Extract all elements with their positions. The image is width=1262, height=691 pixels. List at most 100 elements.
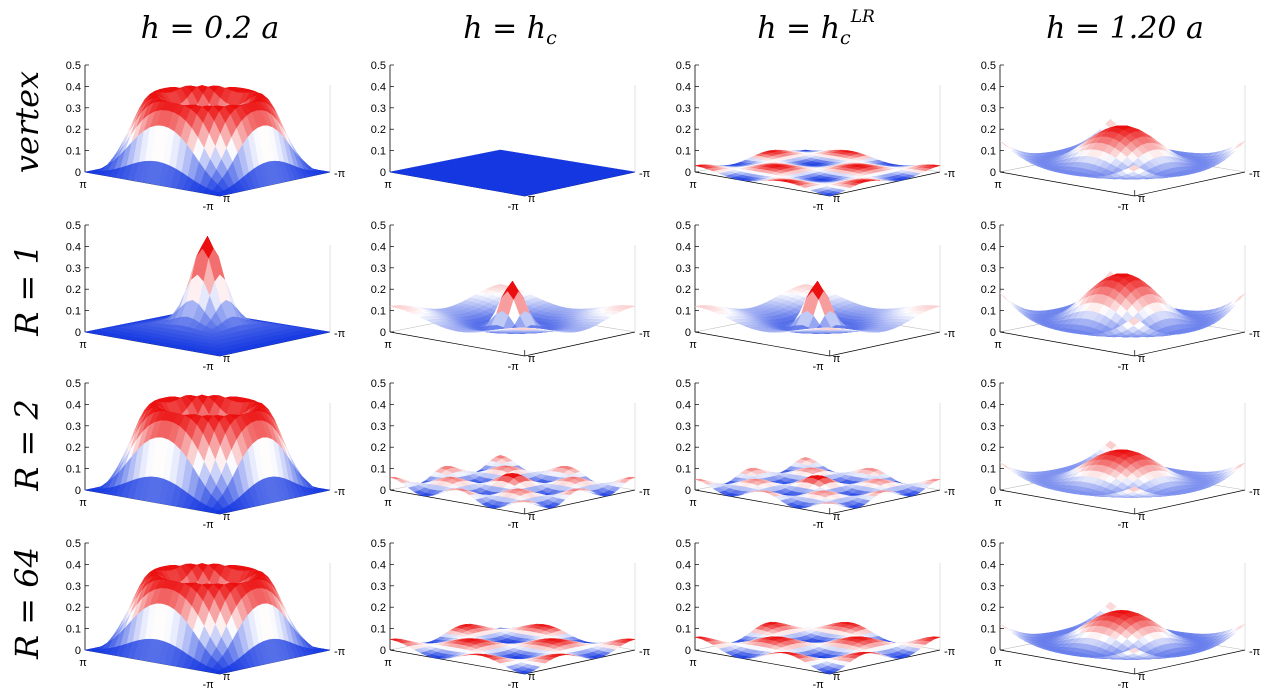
- axis-label-left: π: [79, 179, 87, 191]
- surface: [84, 85, 331, 197]
- axis-label-front-left: -π: [1117, 361, 1129, 373]
- z-tick-label: 0.3: [981, 263, 996, 275]
- z-tick-label: 0: [75, 327, 81, 339]
- panel-r2-c3: 00.10.20.30.40.5π-π-ππ: [676, 220, 956, 373]
- axis-label-right: -π: [639, 328, 651, 340]
- base-edge: [829, 331, 941, 357]
- z-tick-label: 0: [380, 167, 386, 179]
- axis-label-left: π: [384, 339, 392, 351]
- axis-label-right: -π: [334, 328, 346, 340]
- surface: [694, 149, 941, 197]
- z-tick-label: 0.4: [66, 399, 81, 411]
- z-tick-label: 0.5: [676, 60, 691, 72]
- z-tick-label: 0.1: [66, 306, 81, 318]
- panel-r3-c1: 00.10.20.30.40.5π-π-ππ: [66, 378, 346, 531]
- column-title-4: h = 1.20 a: [1046, 11, 1204, 46]
- base-edge: [694, 331, 830, 357]
- z-tick-label: 0.3: [676, 263, 691, 275]
- panel-r3-c2: 00.10.20.30.40.5π-π-ππ: [371, 378, 651, 531]
- z-tick-label: 0.4: [371, 399, 386, 411]
- panel-r1-c2: 00.10.20.30.40.5π-π-ππ: [371, 60, 651, 213]
- axis-label-right: -π: [1249, 168, 1261, 180]
- z-tick-label: 0.3: [66, 103, 81, 115]
- axis-label-right: -π: [334, 486, 346, 498]
- axis-label-front-right: π: [528, 353, 536, 365]
- axis-label-front-right: π: [528, 511, 536, 523]
- axis-label-front-left: -π: [1117, 201, 1129, 213]
- axis-label-left: π: [79, 339, 87, 351]
- axis-label-right: -π: [639, 168, 651, 180]
- axis-label-left: π: [689, 179, 697, 191]
- z-tick-label: 0.4: [66, 241, 81, 253]
- axis-label-front-left: -π: [507, 519, 519, 531]
- row-label-1: vertex: [8, 71, 46, 173]
- z-tick-label: 0.1: [981, 306, 996, 318]
- axis-label-left: π: [384, 497, 392, 509]
- z-tick-label: 0.1: [66, 464, 81, 476]
- z-tick-label: 0: [685, 167, 691, 179]
- base-edge: [389, 331, 525, 357]
- z-tick-label: 0.2: [66, 124, 81, 136]
- axis-label-front-left: -π: [507, 201, 519, 213]
- z-tick-label: 0: [75, 167, 81, 179]
- z-tick-label: 0.2: [676, 284, 691, 296]
- axis-label-front-left: -π: [202, 361, 214, 373]
- z-tick-label: 0.4: [981, 81, 996, 93]
- z-tick-label: 0.2: [66, 442, 81, 454]
- surface-cell: [1233, 292, 1246, 305]
- row-label-4: R = 64: [8, 547, 46, 660]
- z-tick-label: 0: [990, 327, 996, 339]
- row-label-3: R = 2: [8, 399, 46, 492]
- surface: [389, 454, 636, 509]
- row-labels: vertex R = 1 R = 2 R = 64: [8, 71, 46, 660]
- z-tick-label: 0.5: [66, 60, 81, 72]
- base-edge: [524, 331, 636, 357]
- z-tick-label: 0.1: [981, 146, 996, 158]
- z-tick-label: 0.4: [676, 81, 691, 93]
- surface: [84, 235, 331, 357]
- axis-label-right: -π: [944, 168, 956, 180]
- axis-label-right: -π: [639, 486, 651, 498]
- axis-label-left: π: [994, 339, 1002, 351]
- column-title-1: h = 0.2 a: [141, 11, 280, 46]
- surface: [389, 149, 636, 197]
- axis-label-left: π: [384, 179, 392, 191]
- axis-label-right: -π: [1249, 328, 1261, 340]
- column-title-2: h = hc: [463, 11, 557, 49]
- z-tick-label: 0.1: [371, 146, 386, 158]
- axis-label-front-left: -π: [202, 201, 214, 213]
- axis-label-front-right: π: [223, 193, 231, 205]
- z-tick-label: 0.5: [66, 378, 81, 390]
- axis-label-front-left: -π: [202, 519, 214, 531]
- z-tick-label: 0.2: [371, 284, 386, 296]
- z-tick-label: 0.2: [981, 124, 996, 136]
- row-label-2: R = 1: [8, 244, 46, 337]
- z-tick-label: 0: [380, 485, 386, 497]
- axis-label-right: -π: [334, 168, 346, 180]
- panel-r1-c3: 00.10.20.30.40.5π-π-ππ: [676, 60, 956, 213]
- z-tick-label: 0.5: [371, 220, 386, 232]
- z-tick-label: 0.4: [66, 81, 81, 93]
- panel-r2-c4: 00.10.20.30.40.5π-π-ππ: [981, 220, 1261, 373]
- panel-r1-c1: 00.10.20.30.40.5π-π-ππ: [66, 60, 346, 213]
- z-tick-label: 0.1: [676, 146, 691, 158]
- z-tick-label: 0.5: [66, 220, 81, 232]
- z-tick-label: 0.3: [981, 103, 996, 115]
- axis-label-front-left: -π: [812, 361, 824, 373]
- z-tick-label: 0.2: [981, 284, 996, 296]
- axis-label-right: -π: [944, 328, 956, 340]
- z-tick-label: 0.5: [371, 378, 386, 390]
- z-tick-label: 0.5: [676, 220, 691, 232]
- axis-label-left: π: [994, 179, 1002, 191]
- z-tick-label: 0.4: [981, 241, 996, 253]
- column-titles: h = 0.2 a h = hc h = hcLR h = 1.20 a: [141, 7, 1204, 49]
- z-tick-label: 0.3: [676, 103, 691, 115]
- axis-label-front-right: π: [833, 353, 841, 365]
- axis-label-left: π: [79, 497, 87, 509]
- z-tick-label: 0.4: [676, 241, 691, 253]
- z-tick-label: 0.1: [676, 306, 691, 318]
- surface-cell: [1233, 140, 1246, 150]
- axis-label-front-right: π: [1138, 193, 1146, 205]
- axis-label-front-right: π: [528, 193, 536, 205]
